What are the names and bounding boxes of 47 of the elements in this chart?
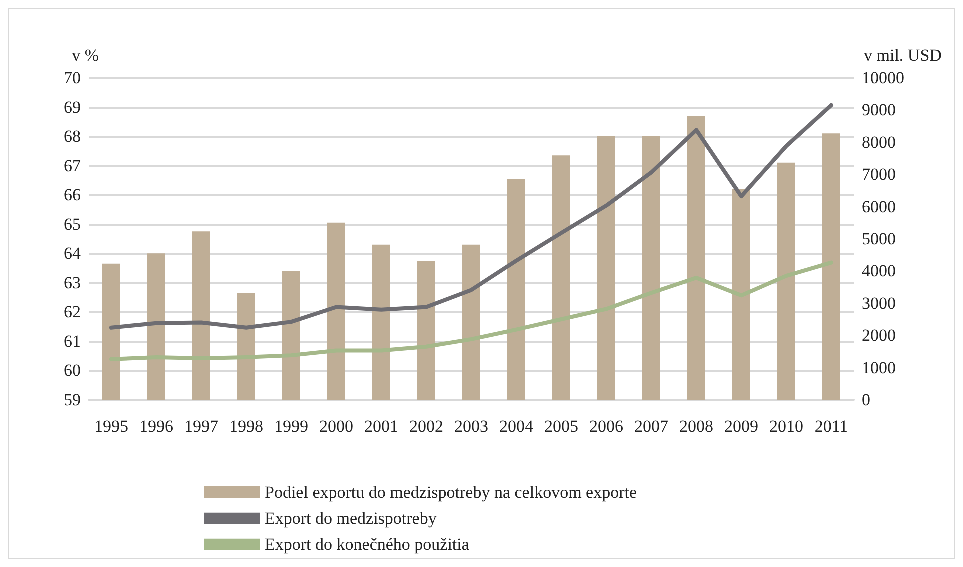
y-tick-label: 64 — [64, 244, 82, 264]
y2-tick-label: 4000 — [862, 262, 896, 281]
y2-tick-label: 7000 — [862, 165, 896, 184]
line-series — [110, 260, 834, 362]
legend-label: Export do konečného použitia — [265, 535, 470, 554]
y-tick-label: 66 — [64, 186, 81, 205]
y2-tick-label: 8000 — [862, 132, 896, 152]
x-tick-label: 2004 — [500, 417, 534, 436]
line-series — [110, 103, 834, 330]
y-tick-label: 59 — [64, 390, 81, 410]
x-tick-label: 2007 — [634, 417, 669, 436]
x-tick-label: 2010 — [770, 417, 804, 436]
y2-tick-label: 1000 — [862, 358, 896, 378]
y-tick-label: 60 — [64, 361, 81, 380]
y-axis-title: v % — [72, 46, 99, 65]
y2-tick-label: 2000 — [862, 326, 896, 346]
x-tick-label: 1996 — [140, 417, 174, 436]
x-tick-label: 2003 — [454, 417, 488, 436]
x-tick-label: 2002 — [410, 417, 444, 436]
x-tick-label: 2011 — [814, 417, 848, 436]
y-tick-label: 62 — [64, 302, 81, 322]
x-tick-label: 1998 — [230, 417, 264, 436]
y2-tick-label: 0 — [862, 390, 870, 410]
x-tick-label: 2008 — [680, 417, 714, 436]
y2-tick-label: 9000 — [862, 100, 896, 120]
x-tick-label: 2009 — [724, 417, 758, 436]
y2-tick-label: 10000 — [862, 68, 904, 88]
x-tick-label: 2006 — [590, 417, 624, 436]
x-tick-label: 2005 — [544, 417, 578, 436]
x-tick-label: 2001 — [364, 417, 398, 436]
x-tick-label: 1997 — [184, 417, 219, 436]
x-tick-label: 2000 — [320, 417, 354, 436]
x-tick-label: 1995 — [94, 417, 128, 436]
y-tick-label: 70 — [64, 68, 81, 88]
y2-axis-title: v mil. USD — [864, 46, 942, 65]
y-tick-label: 67 — [64, 156, 82, 176]
x-tick-label: 1999 — [274, 417, 308, 436]
legend-label: Podiel exportu do medzispotreby na celkovom exporte — [265, 483, 638, 502]
y2-tick-label: 3000 — [862, 294, 896, 313]
y-tick-label: 68 — [64, 127, 81, 146]
y2-tick-label: 6000 — [862, 197, 896, 216]
y2-tick-label: 5000 — [862, 230, 896, 248]
legend-label: Export do medzispotreby — [265, 509, 438, 528]
y-tick-label: 65 — [64, 214, 81, 234]
y-tick-label: 63 — [64, 273, 81, 292]
y-tick-label: 69 — [64, 98, 81, 117]
y-tick-label: 61 — [64, 332, 81, 351]
